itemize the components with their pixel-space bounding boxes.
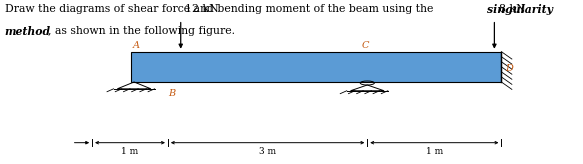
Text: singularity: singularity <box>487 4 553 15</box>
Text: A: A <box>133 41 140 50</box>
Text: Draw the diagrams of shear force and bending moment of the beam using the: Draw the diagrams of shear force and ben… <box>5 4 437 14</box>
Text: , as shown in the following figure.: , as shown in the following figure. <box>48 26 235 36</box>
Text: 3 m: 3 m <box>259 147 276 156</box>
Text: C: C <box>361 41 369 50</box>
Text: method: method <box>5 26 51 37</box>
Bar <box>131 52 501 82</box>
Text: 8 kN: 8 kN <box>499 4 526 14</box>
Text: 1 m: 1 m <box>121 147 139 156</box>
Text: D: D <box>505 64 513 72</box>
Text: 12 kN: 12 kN <box>185 4 219 14</box>
Text: 1 m: 1 m <box>426 147 443 156</box>
Text: B: B <box>168 89 175 98</box>
